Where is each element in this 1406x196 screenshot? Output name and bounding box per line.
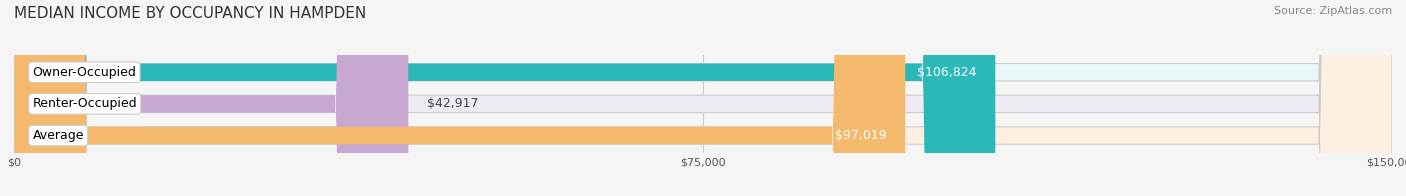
FancyBboxPatch shape	[14, 0, 1392, 196]
Text: Owner-Occupied: Owner-Occupied	[32, 66, 136, 79]
Text: $42,917: $42,917	[426, 97, 478, 110]
Text: $97,019: $97,019	[835, 129, 887, 142]
FancyBboxPatch shape	[14, 0, 1392, 196]
FancyBboxPatch shape	[14, 0, 905, 196]
FancyBboxPatch shape	[14, 0, 408, 196]
Text: MEDIAN INCOME BY OCCUPANCY IN HAMPDEN: MEDIAN INCOME BY OCCUPANCY IN HAMPDEN	[14, 6, 367, 21]
FancyBboxPatch shape	[14, 0, 995, 196]
Text: Source: ZipAtlas.com: Source: ZipAtlas.com	[1274, 6, 1392, 16]
Text: Average: Average	[32, 129, 84, 142]
Text: Renter-Occupied: Renter-Occupied	[32, 97, 136, 110]
Text: $106,824: $106,824	[918, 66, 977, 79]
FancyBboxPatch shape	[14, 0, 1392, 196]
